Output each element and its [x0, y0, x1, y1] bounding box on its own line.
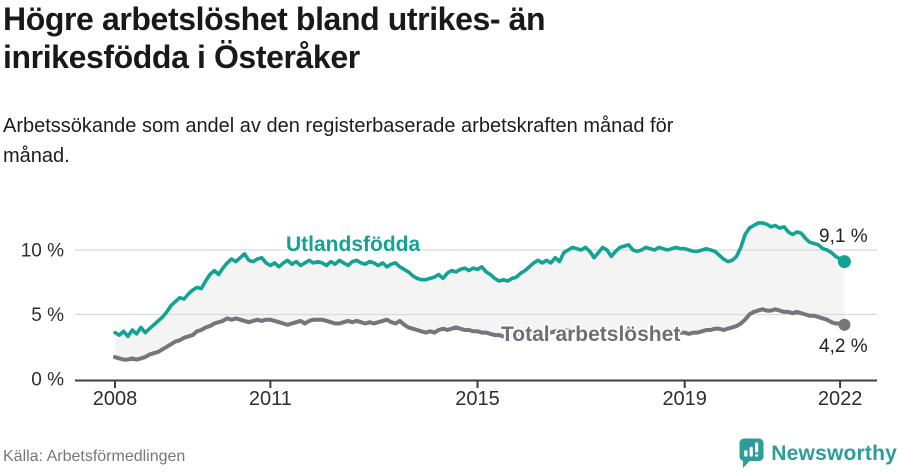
x-tick-label-2008: 2008	[93, 388, 138, 410]
subtitle-line-2: månad.	[3, 145, 70, 167]
title-line-2: inrikesfödda i Österåker	[3, 39, 360, 75]
newsworthy-logo: Newsworthy	[739, 438, 897, 469]
newsworthy-bubble-chart-icon	[739, 438, 764, 468]
source-credit: Källa: Arbetsförmedlingen	[3, 448, 186, 465]
x-tick-label-2019: 2019	[662, 388, 707, 410]
chart-subtitle: Arbetssökande som andel av den registerb…	[3, 111, 673, 171]
end-dot-utlandsfodda	[837, 255, 851, 269]
y-tick-label-0pct: 0 %	[31, 370, 64, 391]
x-tick-label-2011: 2011	[249, 388, 292, 410]
newsworthy-wordmark: Newsworthy	[771, 441, 897, 465]
between-series-band	[115, 222, 845, 360]
subtitle-line-1: Arbetssökande som andel av den registerb…	[3, 115, 674, 137]
end-value-label-total: 4,2 %	[819, 336, 868, 357]
x-tick-label-2015: 2015	[455, 388, 500, 410]
series-label-utlandsfodda: Utlandsfödda	[286, 233, 421, 256]
end-value-label-utlandsfodda: 9,1 %	[819, 226, 868, 247]
x-tick-label-2022: 2022	[818, 388, 863, 410]
title-line-1: Högre arbetslöshet bland utrikes- än	[3, 1, 546, 37]
series-label-total-arbetsloshet: Total arbetslöshet	[501, 323, 681, 346]
y-tick-label-5pct: 5 %	[31, 305, 64, 326]
page-title: Högre arbetslöshet bland utrikes- än inr…	[3, 0, 546, 76]
end-dot-total	[838, 318, 851, 331]
line-total-arbetsloshet	[113, 307, 847, 362]
y-tick-label-10pct: 10 %	[21, 241, 64, 262]
line-utlandsfodda	[113, 221, 847, 339]
